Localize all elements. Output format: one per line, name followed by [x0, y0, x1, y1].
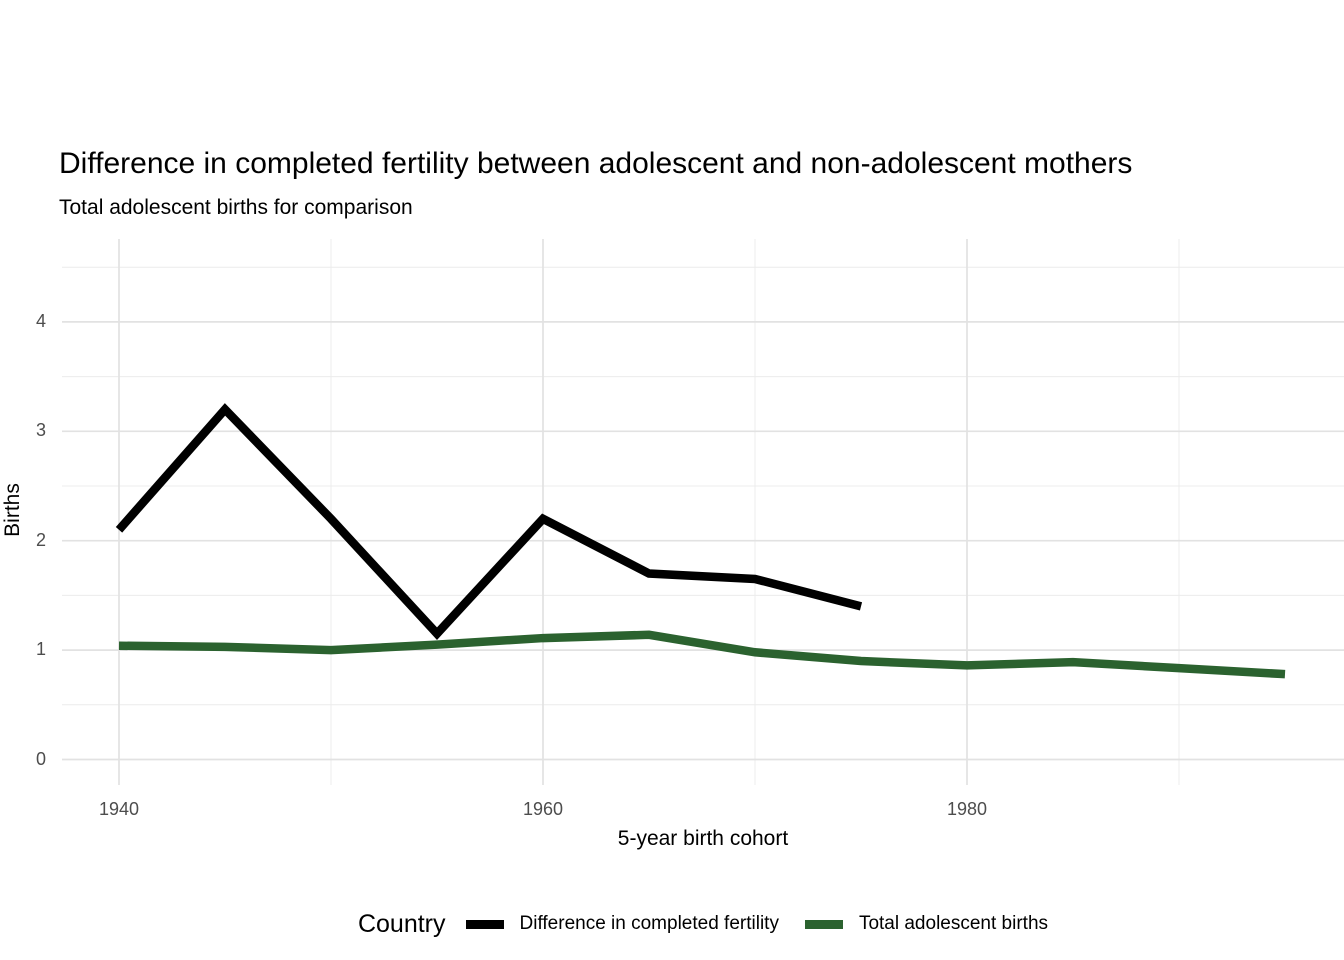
legend-item-total: Total adolescent births: [804, 913, 1049, 935]
chart-subtitle: Total adolescent births for comparison: [59, 196, 413, 219]
legend-title: Country: [357, 909, 446, 938]
x-axis-title: 5-year birth cohort: [617, 827, 789, 850]
legend-key-difference-swatch: [465, 919, 504, 929]
x-tick-label: 1940: [98, 799, 140, 819]
legend-item-difference: Difference in completed fertility: [465, 913, 779, 935]
legend-key-total-swatch: [804, 919, 843, 929]
series-line-difference: [115, 403, 863, 640]
legend-label-difference: Difference in completed fertility: [519, 913, 779, 934]
y-tick-label: 4: [35, 310, 46, 331]
x-tick-label: 1960: [522, 799, 564, 819]
x-tick-label: 1980: [946, 799, 988, 819]
y-tick-label: 2: [35, 529, 46, 550]
y-tick-label: 0: [35, 748, 46, 769]
y-tick-label: 3: [35, 420, 46, 441]
legend-label-total: Total adolescent births: [858, 913, 1049, 934]
y-tick-label: 1: [35, 639, 46, 660]
legend: Country Difference in completed fertilit…: [62, 903, 1344, 945]
chart-title: Difference in completed fertility betwee…: [59, 147, 1133, 180]
series-line-total: [118, 630, 1286, 679]
